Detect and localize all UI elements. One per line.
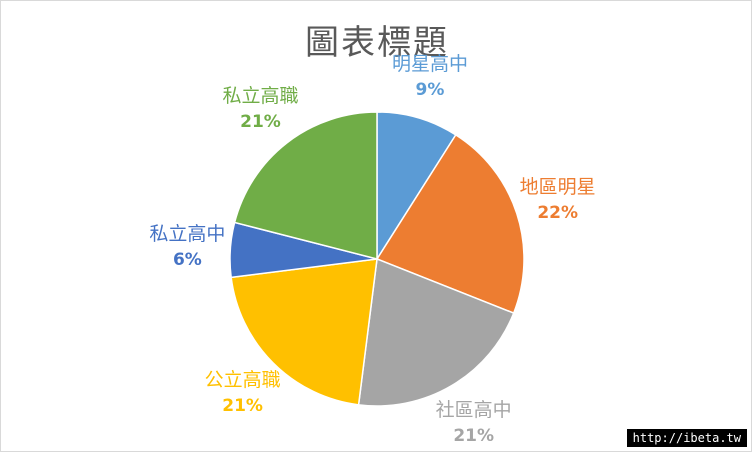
pie-slice-3: [230, 258, 378, 406]
pie-slice-0: [376, 111, 457, 262]
slice-label-3: 公立高職 21%: [205, 367, 281, 419]
slice-percent: 9%: [415, 79, 445, 100]
slice-percent: 22%: [537, 203, 579, 224]
slice-category: 私立高中: [149, 223, 226, 246]
chart-title: 圖表標題: [305, 23, 449, 63]
slice-category: 公立高職: [204, 369, 281, 392]
pie-slice-2: [357, 257, 515, 407]
slice-category: 私立高職: [222, 84, 299, 107]
slice-percent: 21%: [453, 425, 495, 446]
slice-category: 明星高中: [391, 52, 469, 75]
slice-label-0: 明星高中 9%: [392, 51, 468, 103]
pie-slice-1: [375, 133, 525, 315]
pie-slice-5: [233, 111, 378, 260]
slice-label-4: 私立高中 6%: [149, 221, 225, 273]
slice-category: 社區高中: [435, 398, 512, 421]
slice-label-2: 社區高中 21%: [436, 397, 512, 449]
slice-percent: 6%: [172, 250, 202, 271]
watermark: http://ibeta.tw: [626, 429, 747, 447]
slice-label-1: 地區明星 22%: [520, 174, 596, 226]
slice-category: 地區明星: [519, 176, 596, 199]
slice-label-5: 私立高職 21%: [222, 83, 298, 135]
slice-percent: 21%: [240, 111, 281, 132]
slice-percent: 21%: [222, 396, 263, 417]
